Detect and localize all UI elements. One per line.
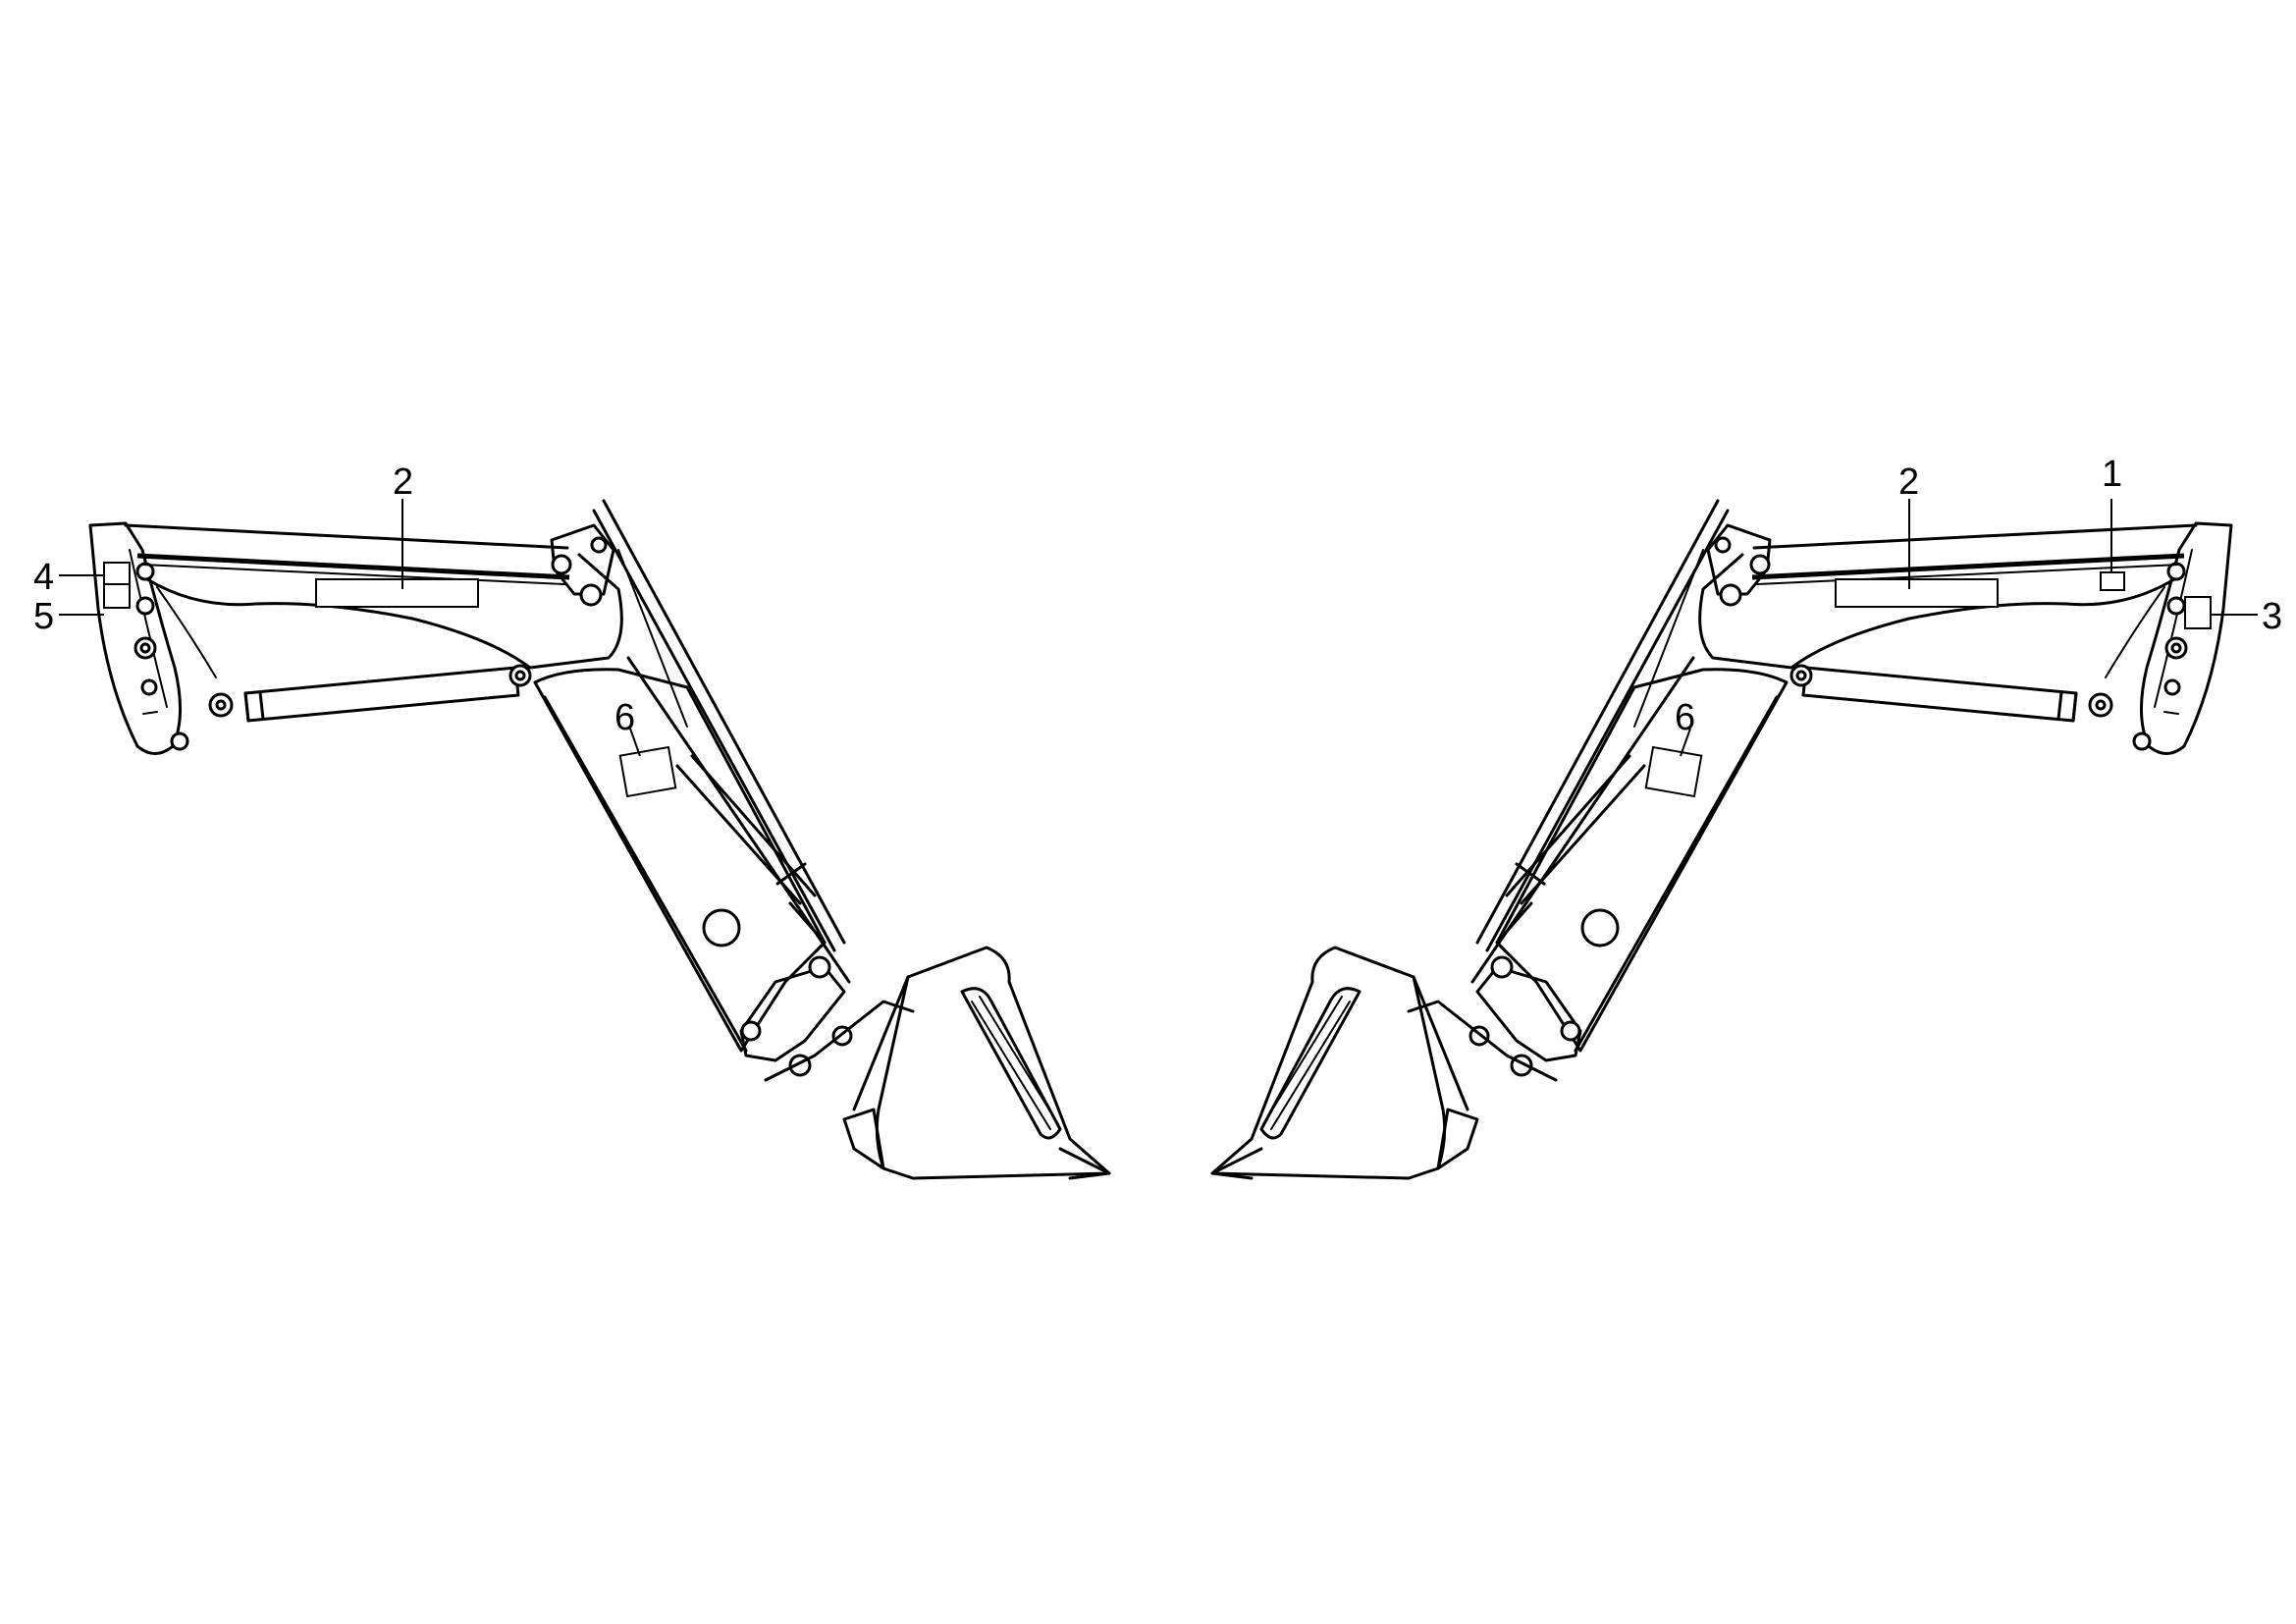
left-decal-2 <box>315 578 479 608</box>
right-callout-3: 3 <box>2262 596 2282 637</box>
right-leader-6 <box>1680 728 1691 757</box>
right-callout-6: 6 <box>1675 697 1695 738</box>
left-leader-6 <box>629 728 641 757</box>
left-callout-2: 2 <box>393 461 413 503</box>
right-callout-2: 2 <box>1898 461 1919 503</box>
right-decal-2 <box>1835 578 1999 608</box>
right-decal-1 <box>2100 571 2125 591</box>
left-callout-6: 6 <box>614 697 635 738</box>
right-decal-6 <box>1644 745 1703 798</box>
left-callout-5: 5 <box>33 596 54 637</box>
left-loader-drawing: 2 4 5 6 <box>33 461 1109 1178</box>
right-decal-3 <box>2184 596 2212 629</box>
right-callout-1: 1 <box>2102 454 2122 495</box>
left-decal-5 <box>103 583 131 609</box>
left-decal-6 <box>618 745 677 798</box>
left-callout-4: 4 <box>33 557 54 598</box>
left-decal-4 <box>103 562 131 585</box>
right-loader-drawing: 2 1 3 6 <box>1212 454 2282 1178</box>
